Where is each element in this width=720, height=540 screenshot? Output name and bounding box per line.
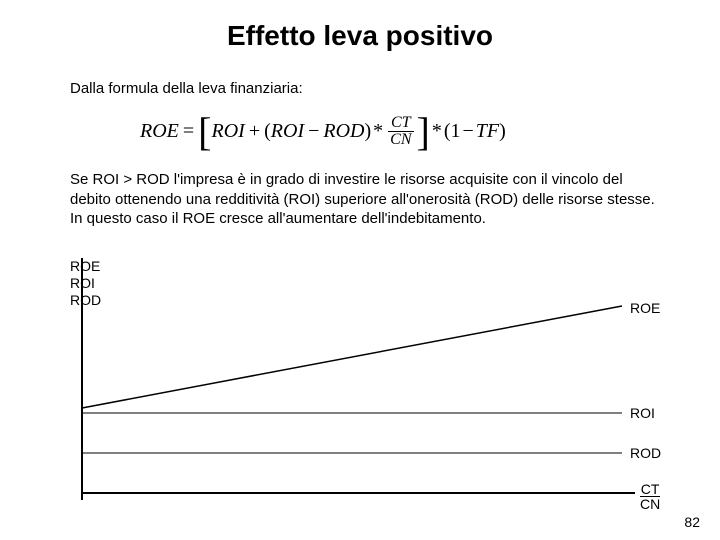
rod-line-label: ROD	[630, 445, 661, 461]
page-number: 82	[684, 514, 700, 530]
formula-roi2: ROI	[271, 120, 304, 143]
formula-times: *	[373, 120, 383, 143]
roe-formula: ROE = [ ROI + ( ROI − ROD ) * CT CN ] * …	[140, 115, 506, 148]
frac-label-bottom: CN	[640, 497, 660, 511]
roe-line-label: ROE	[630, 300, 660, 316]
frac-label-top: CT	[640, 482, 660, 497]
formula-minus: −	[308, 120, 319, 143]
formula-one: 1	[451, 120, 461, 143]
roi-line-label: ROI	[630, 405, 655, 421]
formula-rparen: )	[365, 120, 372, 143]
formula-eq: =	[183, 120, 194, 143]
body-text: Se ROI > ROD l'impresa è in grado di inv…	[70, 170, 660, 229]
formula-minus2: −	[463, 120, 474, 143]
formula-tf: TF	[476, 120, 499, 143]
formula-frac: CT CN	[387, 115, 414, 148]
formula-lhs: ROE	[140, 120, 179, 143]
formula-frac-den: CN	[387, 132, 414, 148]
formula-roi: ROI	[212, 120, 245, 143]
x-axis-frac-label: CT CN	[640, 482, 660, 511]
formula-rod: ROD	[323, 120, 364, 143]
formula-rparen2: )	[499, 120, 506, 143]
formula-lparen: (	[264, 120, 271, 143]
formula-times2: *	[432, 120, 442, 143]
leverage-chart	[70, 258, 635, 500]
page-title: Effetto leva positivo	[0, 20, 720, 52]
intro-text: Dalla formula della leva finanziaria:	[70, 80, 303, 97]
formula-lparen2: (	[444, 120, 451, 143]
formula-plus: +	[249, 120, 260, 143]
formula-frac-num: CT	[388, 115, 414, 132]
